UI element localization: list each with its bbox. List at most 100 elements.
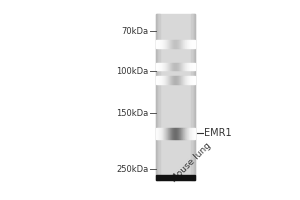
Bar [159, 14, 160, 180]
Bar [194, 128, 195, 138]
Bar [191, 63, 192, 70]
Bar [162, 76, 163, 84]
Bar [172, 40, 173, 48]
Bar [173, 76, 174, 84]
Bar [174, 63, 175, 70]
Bar [193, 40, 194, 48]
Bar [176, 40, 177, 48]
Bar [162, 40, 163, 48]
Bar [176, 76, 177, 84]
Bar [176, 128, 177, 138]
Bar [194, 14, 195, 180]
Bar [163, 128, 164, 138]
Bar [177, 128, 178, 138]
Bar [165, 76, 166, 84]
Bar [180, 63, 181, 70]
Bar [191, 128, 192, 138]
Bar [172, 63, 173, 70]
Bar [156, 14, 157, 180]
Bar [177, 40, 178, 48]
Bar [168, 128, 169, 138]
Bar [172, 128, 173, 138]
Bar [171, 40, 172, 48]
Bar [177, 63, 178, 70]
Bar [186, 40, 187, 48]
Bar [184, 40, 185, 48]
Bar [156, 76, 157, 84]
Bar [188, 128, 189, 138]
Bar [179, 40, 180, 48]
Bar [169, 76, 170, 84]
Bar [178, 63, 179, 70]
Bar [178, 40, 179, 48]
Bar [185, 40, 186, 48]
Bar [157, 128, 158, 138]
Bar [163, 40, 164, 48]
Bar [165, 63, 166, 70]
Bar [170, 76, 171, 84]
Bar [174, 76, 175, 84]
Bar [178, 76, 179, 84]
Bar [157, 76, 158, 84]
Bar [160, 63, 161, 70]
Bar [156, 128, 157, 138]
Bar [169, 63, 170, 70]
Bar [158, 128, 159, 138]
Bar [164, 76, 165, 84]
Bar [158, 63, 159, 70]
Bar [179, 76, 180, 84]
Bar [183, 76, 184, 84]
Bar [171, 76, 172, 84]
Bar [193, 63, 194, 70]
Bar [166, 40, 167, 48]
Bar [192, 40, 193, 48]
Bar [165, 128, 166, 138]
Text: Mouse lung: Mouse lung [169, 141, 212, 184]
Bar [192, 128, 193, 138]
Bar [158, 76, 159, 84]
Bar [183, 40, 184, 48]
Bar [156, 63, 157, 70]
Bar [165, 40, 166, 48]
Bar [174, 128, 175, 138]
Bar [181, 40, 182, 48]
Bar [192, 63, 193, 70]
Bar [164, 40, 165, 48]
Bar [186, 128, 187, 138]
Bar [190, 63, 191, 70]
Bar [170, 63, 171, 70]
Text: 70kDa: 70kDa [122, 26, 148, 36]
Bar [192, 14, 193, 180]
Bar [169, 128, 170, 138]
Bar [189, 40, 190, 48]
Bar [168, 40, 169, 48]
Bar [173, 128, 174, 138]
Bar [188, 63, 189, 70]
Bar [180, 76, 181, 84]
Bar [184, 76, 185, 84]
Bar [157, 14, 158, 180]
Bar [160, 40, 161, 48]
Bar [156, 40, 157, 48]
Bar [180, 128, 181, 138]
Bar [164, 128, 165, 138]
Bar [172, 76, 173, 84]
Bar [160, 128, 161, 138]
Bar [173, 63, 174, 70]
Bar [170, 128, 171, 138]
Bar [185, 128, 186, 138]
Bar [161, 128, 162, 138]
Bar [184, 128, 185, 138]
Bar [191, 76, 192, 84]
Bar [159, 76, 160, 84]
Bar [162, 128, 163, 138]
Bar [180, 40, 181, 48]
Bar [182, 40, 183, 48]
Bar [166, 63, 167, 70]
Bar [156, 175, 195, 180]
Bar [182, 76, 183, 84]
Bar [174, 40, 175, 48]
Bar [194, 63, 195, 70]
Bar [164, 63, 165, 70]
Bar [191, 40, 192, 48]
